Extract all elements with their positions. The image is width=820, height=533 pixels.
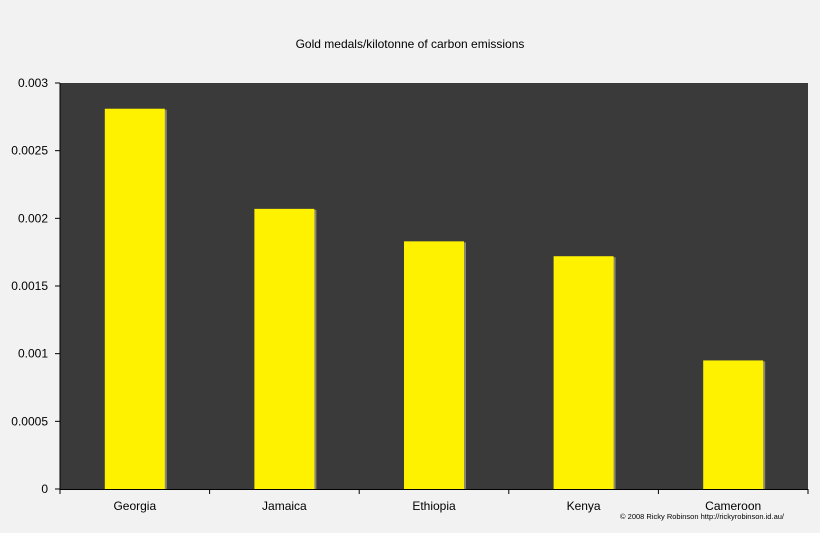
- axes: 0 0.0005 0.001 0.0015 0.002 0.0025 0.003 Georgi…: [11, 76, 809, 513]
- bar-kenya: [553, 256, 614, 489]
- x-tick-label-ethiopia: Ethiopia: [412, 499, 456, 513]
- bar-ethiopia: [404, 241, 464, 489]
- bar-cameroon: [703, 360, 764, 489]
- bar-jamaica: [254, 208, 315, 490]
- x-tick-label-georgia: Georgia: [113, 499, 156, 513]
- chart-title: Gold medals/kilotonne of carbon emission…: [295, 37, 525, 51]
- y-tick-label-1: 0.0005: [11, 414, 48, 428]
- x-tick-label-kenya: Kenya: [567, 499, 601, 513]
- y-tick-label-5: 0.0025: [11, 144, 48, 158]
- y-tick-label-4: 0.002: [18, 211, 48, 225]
- y-tick-label-6: 0.003: [18, 76, 48, 90]
- x-tick-label-jamaica: Jamaica: [262, 499, 307, 513]
- copyright-credit: © 2008 Ricky Robinson http://rickyrobins…: [620, 512, 784, 521]
- bars: [104, 108, 766, 490]
- y-tick-label-0: 0: [41, 482, 48, 496]
- x-tick-label-cameroon: Cameroon: [705, 499, 761, 513]
- y-tick-label-2: 0.001: [18, 347, 48, 361]
- bar-georgia: [104, 108, 165, 490]
- y-tick-label-3: 0.0015: [11, 279, 48, 293]
